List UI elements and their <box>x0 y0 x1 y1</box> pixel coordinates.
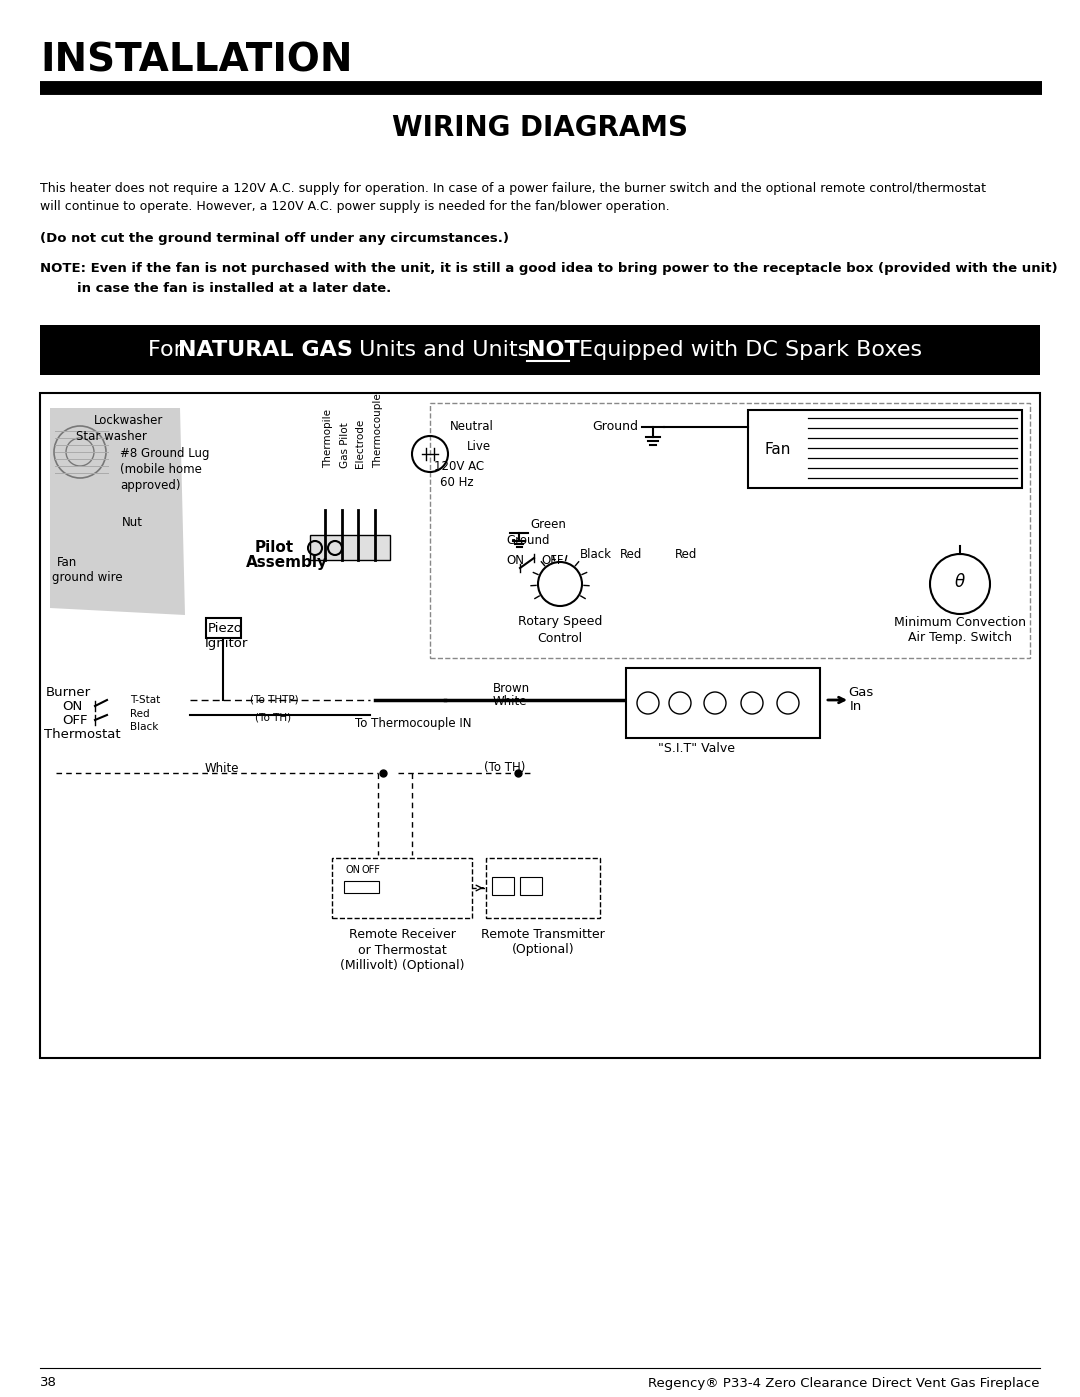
Bar <box>492 877 514 895</box>
Text: Star washer: Star washer <box>76 429 147 443</box>
Text: Thermostat: Thermostat <box>44 728 121 742</box>
Text: Nut: Nut <box>122 515 143 528</box>
Text: Fan: Fan <box>57 556 78 569</box>
Text: will continue to operate. However, a 120V A.C. power supply is needed for the fa: will continue to operate. However, a 120… <box>40 200 670 212</box>
Polygon shape <box>50 408 185 615</box>
Text: Remote Transmitter: Remote Transmitter <box>481 929 605 942</box>
Bar <box>626 668 820 738</box>
Text: ON: ON <box>62 700 82 712</box>
Text: 120V AC: 120V AC <box>434 460 484 472</box>
Text: Rotary Speed: Rotary Speed <box>517 616 603 629</box>
Text: White: White <box>205 761 240 774</box>
Text: 38: 38 <box>40 1376 57 1390</box>
Text: White: White <box>492 694 527 708</box>
Text: (Optional): (Optional) <box>512 943 575 957</box>
Text: NOTE: Even if the fan is not purchased with the unit, it is still a good idea to: NOTE: Even if the fan is not purchased w… <box>40 263 1057 275</box>
Bar <box>748 409 1022 488</box>
Bar <box>206 617 241 638</box>
Text: NOT: NOT <box>527 339 580 360</box>
Text: Burner: Burner <box>46 686 91 700</box>
Text: OFF: OFF <box>541 553 564 567</box>
Text: Assembly: Assembly <box>246 556 328 570</box>
Text: Ignitor: Ignitor <box>205 637 248 651</box>
Text: To Thermocouple IN: To Thermocouple IN <box>355 717 472 729</box>
Text: This heater does not require a 120V A.C. supply for operation. In case of a powe: This heater does not require a 120V A.C.… <box>40 182 986 196</box>
Text: Neutral: Neutral <box>450 420 494 433</box>
Bar <box>40 393 1040 1058</box>
Text: Red: Red <box>130 710 150 719</box>
Text: ground wire: ground wire <box>52 571 123 584</box>
Text: OFF: OFF <box>62 714 87 728</box>
Text: Lockwasher: Lockwasher <box>94 414 163 426</box>
Bar <box>486 858 600 918</box>
Text: WIRING DIAGRAMS: WIRING DIAGRAMS <box>392 115 688 142</box>
Bar <box>40 326 1040 374</box>
Text: Gas Pilot: Gas Pilot <box>340 422 350 468</box>
Text: In: In <box>850 700 862 714</box>
Text: approved): approved) <box>120 479 180 492</box>
Text: INSTALLATION: INSTALLATION <box>40 41 352 80</box>
Text: (To THTP): (To THTP) <box>249 694 299 705</box>
Bar <box>430 402 1030 658</box>
Text: $\theta$: $\theta$ <box>954 573 966 591</box>
Text: OFF: OFF <box>362 865 381 875</box>
Text: Ground: Ground <box>507 534 550 546</box>
Text: Electrode: Electrode <box>355 419 365 468</box>
Text: #8 Ground Lug: #8 Ground Lug <box>120 447 210 460</box>
Text: (mobile home: (mobile home <box>120 462 202 475</box>
Text: Regency® P33-4 Zero Clearance Direct Vent Gas Fireplace: Regency® P33-4 Zero Clearance Direct Ven… <box>648 1376 1040 1390</box>
Text: Fan: Fan <box>765 441 792 457</box>
Text: Black: Black <box>580 548 612 560</box>
Text: (Millivolt) (Optional): (Millivolt) (Optional) <box>340 958 464 971</box>
Text: For: For <box>148 339 190 360</box>
Text: (Do not cut the ground terminal off under any circumstances.): (Do not cut the ground terminal off unde… <box>40 232 509 244</box>
Text: Minimum Convection: Minimum Convection <box>894 616 1026 629</box>
Text: ON: ON <box>507 553 524 567</box>
Text: Air Temp. Switch: Air Temp. Switch <box>908 631 1012 644</box>
Text: Red: Red <box>675 548 698 560</box>
Text: Black: Black <box>130 722 159 732</box>
Text: or Thermostat: or Thermostat <box>357 943 446 957</box>
Text: Control: Control <box>538 631 582 644</box>
Text: Equipped with DC Spark Boxes: Equipped with DC Spark Boxes <box>572 339 922 360</box>
Text: Ground: Ground <box>592 420 638 433</box>
Text: 60 Hz: 60 Hz <box>440 475 474 489</box>
Text: Pilot: Pilot <box>255 541 294 556</box>
Bar <box>519 877 542 895</box>
Text: (To TH): (To TH) <box>255 712 292 724</box>
Text: Units and Units: Units and Units <box>352 339 537 360</box>
Text: NATURAL GAS: NATURAL GAS <box>178 339 353 360</box>
Text: T-Stat: T-Stat <box>130 694 160 705</box>
Text: in case the fan is installed at a later date.: in case the fan is installed at a later … <box>40 282 391 295</box>
Text: Thermocouple: Thermocouple <box>373 393 383 468</box>
Text: Live: Live <box>467 440 491 454</box>
Text: Brown: Brown <box>492 682 530 694</box>
Bar <box>332 858 472 918</box>
Bar <box>310 535 390 560</box>
Text: Piezo: Piezo <box>208 622 243 634</box>
Bar <box>345 882 379 893</box>
Text: Green: Green <box>530 517 566 531</box>
Text: ON: ON <box>345 865 360 875</box>
Text: (To TH): (To TH) <box>484 761 525 774</box>
Text: Thermopile: Thermopile <box>323 409 333 468</box>
Text: Gas: Gas <box>848 686 874 698</box>
Text: Red: Red <box>620 548 643 560</box>
Text: Remote Receiver: Remote Receiver <box>349 929 456 942</box>
Text: "S.I.T" Valve: "S.I.T" Valve <box>658 742 735 754</box>
